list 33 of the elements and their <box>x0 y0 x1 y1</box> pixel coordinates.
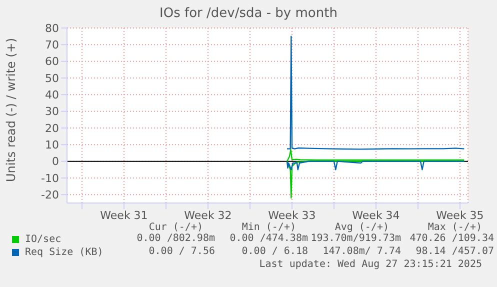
text: Last update: Wed Aug 27 23:15:21 2025 <box>258 259 482 270</box>
text: 470.26 /109.34 <box>408 233 494 246</box>
text: Cur (-/+) <box>148 222 203 233</box>
y-tick-label: 70 <box>45 38 59 52</box>
text: Avg (-/+) <box>334 222 389 233</box>
text: Max (-/+) <box>426 222 482 233</box>
text: 0.00 /474.38m <box>228 233 308 246</box>
x-tick-label: Week 33 <box>268 208 316 222</box>
legend-label: IO/sec <box>25 234 62 245</box>
y-tick-label: 60 <box>45 55 59 68</box>
x-tick-label: Week 31 <box>100 208 148 222</box>
y-tick-label: 0 <box>52 155 59 168</box>
y-tick-label: 50 <box>45 72 59 85</box>
x-tick-label: Week 35 <box>436 208 484 222</box>
x-tick-label: Week 32 <box>184 208 232 222</box>
text: 98.14 /457.07 <box>414 246 494 259</box>
text: 0.00 / 7.56 <box>148 246 215 259</box>
text: 147.08m/ 7.74 <box>322 246 401 259</box>
text: 0.00 / 6.18 <box>240 246 308 259</box>
y-tick-label: -10 <box>41 172 59 185</box>
text: Min (-/+) <box>240 222 296 233</box>
y-tick-label: 80 <box>45 22 59 35</box>
text: 193.70m/919.73m <box>310 233 401 246</box>
chart-title: IOs for /dev/sda - by month <box>158 6 338 21</box>
y-tick-label: 40 <box>45 88 59 102</box>
y-tick-label: 30 <box>45 105 59 118</box>
y-tick-label: 20 <box>45 122 59 135</box>
x-tick-label: Week 34 <box>352 208 400 222</box>
text: 0.00 /802.98m <box>136 233 215 246</box>
y-axis-title: Units read (-) / write (+) <box>4 38 18 182</box>
legend-label: Req Size (KB) <box>25 247 104 258</box>
y-tick-label: -20 <box>41 188 59 202</box>
y-tick-label: 10 <box>45 138 59 152</box>
